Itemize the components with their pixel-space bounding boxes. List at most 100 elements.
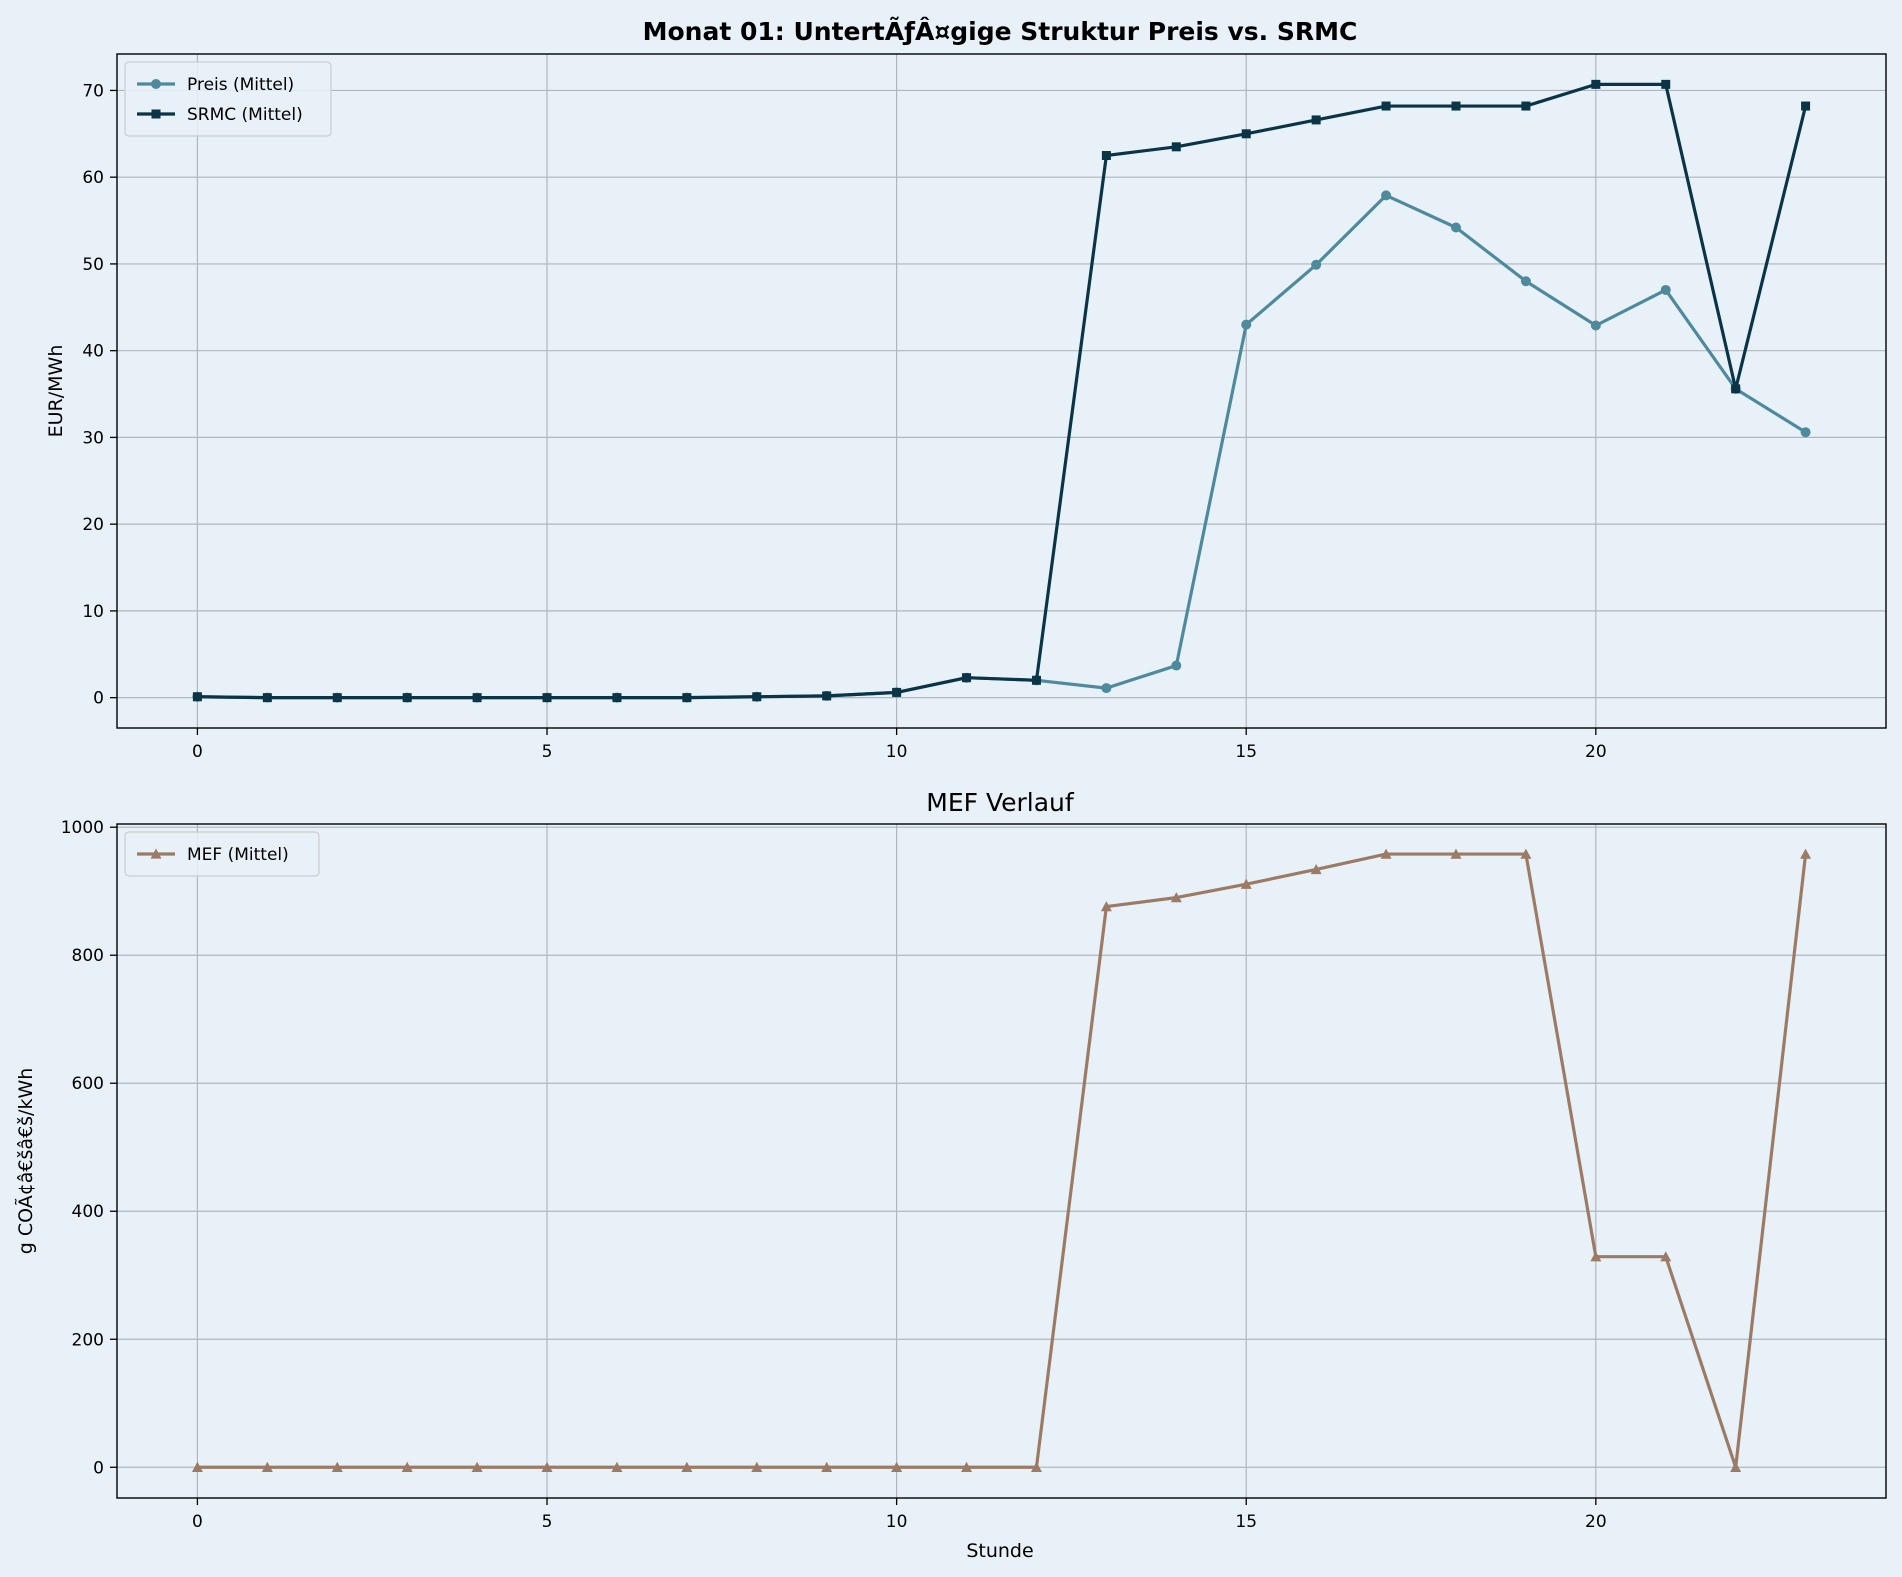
y-axis-label: EUR/MWh	[45, 345, 67, 438]
chart-title: MEF Verlauf	[926, 788, 1075, 817]
data-point	[1451, 101, 1461, 111]
y-tick-label: 60	[82, 168, 104, 188]
data-point	[961, 1461, 973, 1472]
data-point	[262, 693, 272, 703]
data-point	[1450, 848, 1462, 859]
x-tick-label: 10	[886, 742, 908, 762]
y-tick-label: 0	[93, 1458, 104, 1478]
x-tick-label: 15	[1235, 1512, 1257, 1532]
data-point	[472, 693, 482, 703]
legend-swatch-marker	[151, 79, 161, 89]
x-tick-label: 15	[1235, 742, 1257, 762]
data-point	[1101, 683, 1112, 694]
data-point	[1801, 101, 1811, 111]
data-point	[402, 693, 412, 703]
data-point	[1171, 142, 1181, 152]
chart-title: Monat 01: UntertÃƒÂ¤gige Struktur Preis …	[643, 17, 1358, 46]
data-point	[1730, 1461, 1742, 1472]
x-tick-label: 20	[1585, 1512, 1607, 1532]
x-tick-label: 20	[1585, 742, 1607, 762]
legend: MEF (Mittel)	[124, 831, 320, 877]
data-point	[1800, 427, 1811, 438]
data-point	[1520, 848, 1532, 859]
data-point	[822, 691, 832, 701]
x-tick-label: 0	[192, 742, 203, 762]
y-tick-label: 30	[82, 428, 104, 448]
data-point	[1030, 1461, 1042, 1472]
data-point	[751, 1461, 763, 1472]
data-point	[542, 693, 552, 703]
data-point	[1171, 660, 1182, 671]
plot-frame	[116, 53, 1887, 729]
data-point	[1590, 320, 1601, 331]
y-tick-label: 0	[93, 689, 104, 709]
data-point	[1170, 892, 1182, 903]
series-line	[197, 852, 1808, 1469]
plot-area	[117, 824, 1886, 1498]
data-point	[1660, 1251, 1672, 1262]
y-tick-label: 40	[82, 342, 104, 362]
data-point	[541, 1461, 553, 1472]
plot-area	[117, 54, 1886, 728]
legend-box	[124, 831, 320, 877]
legend-entry-label: MEF (Mittel)	[187, 845, 289, 865]
x-tick-label: 5	[542, 1512, 553, 1532]
y-tick-label: 800	[72, 946, 104, 966]
legend-swatch-marker	[151, 109, 161, 119]
data-point	[1521, 101, 1531, 111]
legend-entry-label: Preis (Mittel)	[187, 75, 294, 95]
data-point	[1800, 848, 1812, 859]
data-point	[1381, 190, 1392, 201]
data-point	[1591, 79, 1601, 89]
data-point	[821, 1461, 833, 1472]
y-tick-label: 50	[82, 255, 104, 275]
y-tick-label: 400	[72, 1202, 104, 1222]
data-point	[611, 1461, 623, 1472]
data-point	[1241, 129, 1251, 139]
y-axis-label: g COÃ¢â€šâ€š/kWh	[14, 1068, 37, 1255]
data-point	[682, 693, 692, 703]
data-point	[681, 1461, 693, 1472]
data-point	[962, 673, 972, 683]
data-point	[332, 693, 342, 703]
legend-swatch-marker	[150, 848, 162, 859]
data-point	[612, 693, 622, 703]
data-point	[752, 692, 762, 702]
data-point	[1310, 863, 1322, 875]
data-point	[1520, 276, 1531, 287]
data-point	[1311, 115, 1321, 125]
y-tick-label: 20	[82, 515, 104, 535]
series-group	[192, 79, 1811, 703]
data-point	[1661, 79, 1671, 89]
legend: Preis (Mittel) SRMC (Mittel)	[124, 61, 332, 137]
price-srmc-panel: Monat 01: UntertÃƒÂ¤gige Struktur Preis …	[45, 17, 1887, 762]
series-line	[197, 82, 1808, 700]
data-point	[1380, 848, 1392, 859]
x-tick-label: 5	[542, 742, 553, 762]
x-axis-label: Stunde	[966, 1540, 1033, 1562]
plot-frame	[116, 823, 1887, 1499]
data-point	[191, 1461, 203, 1472]
data-point	[192, 692, 202, 702]
data-point	[1590, 1251, 1602, 1262]
y-tick-label: 1000	[61, 818, 104, 838]
tick-group: 0 5 10 15 20 0 10 20 30 40 50 60 70	[82, 81, 1606, 762]
data-point	[1100, 901, 1112, 912]
data-point	[331, 1461, 343, 1472]
data-point	[1240, 878, 1252, 889]
y-tick-label: 10	[82, 602, 104, 622]
data-point	[1381, 101, 1391, 111]
grid	[117, 824, 1886, 1498]
data-point	[471, 1461, 483, 1472]
data-point	[1241, 319, 1252, 330]
series-group	[191, 848, 1812, 1472]
data-point	[892, 687, 902, 697]
x-tick-label: 10	[886, 1512, 908, 1532]
x-tick-label: 0	[192, 1512, 203, 1532]
legend-box	[124, 61, 332, 137]
data-point	[1311, 259, 1322, 270]
y-tick-label: 70	[82, 81, 104, 101]
